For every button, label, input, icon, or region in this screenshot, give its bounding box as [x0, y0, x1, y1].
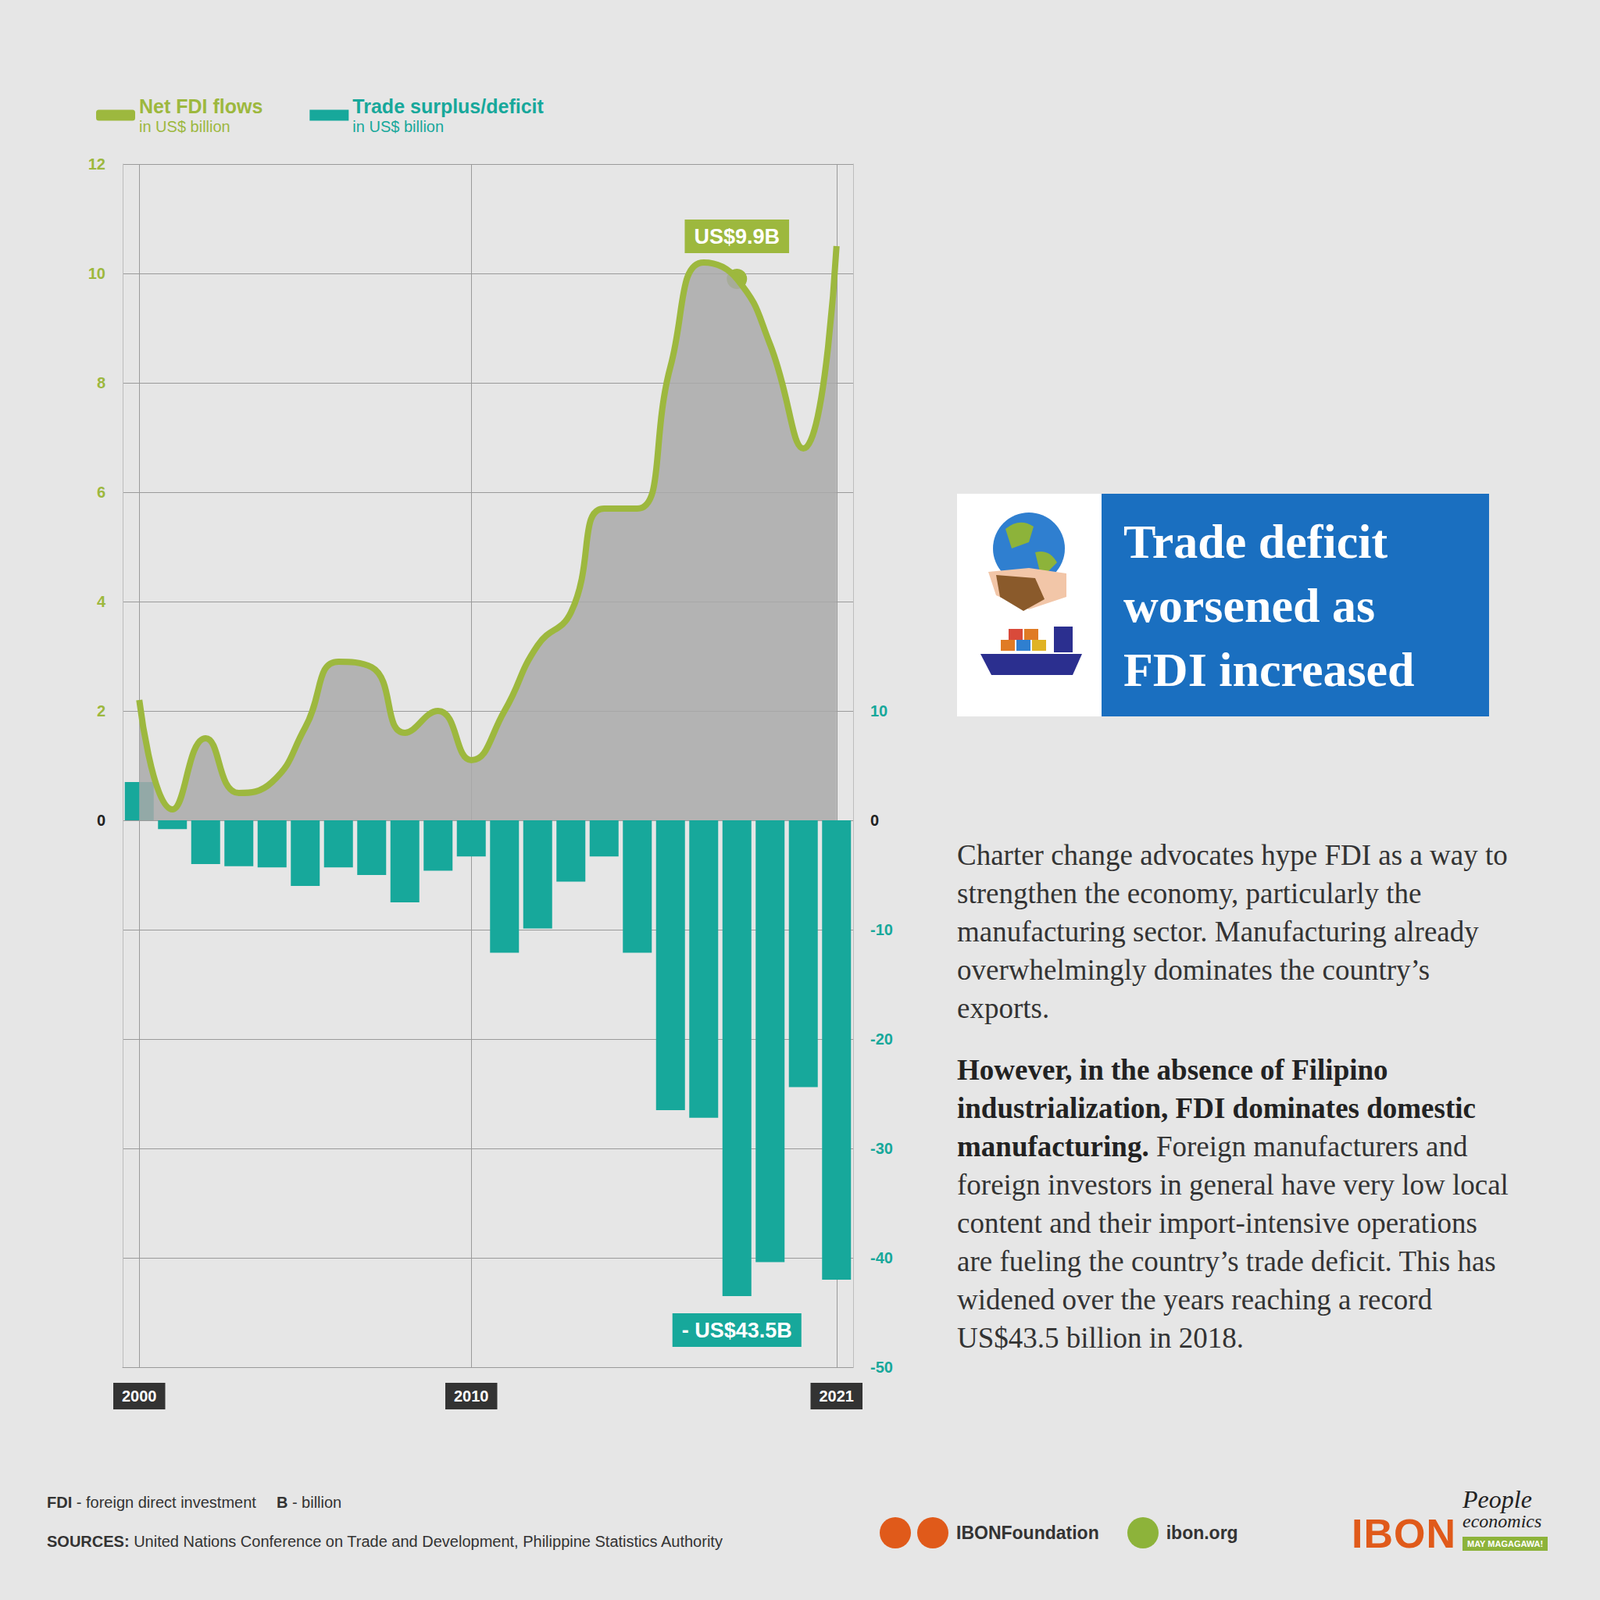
svg-text:8: 8	[96, 374, 106, 392]
svg-text:0: 0	[96, 811, 106, 829]
html-text:IBON: IBON	[1351, 1510, 1457, 1557]
html-text:SOURCES: United Nations Confer: SOURCES: United Nations Conference on Tr…	[46, 1532, 723, 1550]
svg-text:-20: -20	[870, 1030, 893, 1048]
svg-text:2021: 2021	[819, 1387, 855, 1405]
svg-text:2: 2	[96, 702, 106, 720]
svg-text:0: 0	[870, 811, 879, 829]
html-text:FDI - foreign direct investmen: FDI - foreign direct investment	[46, 1493, 257, 1511]
svg-text:- US$43.5B: - US$43.5B	[682, 1318, 793, 1343]
svg-text:Net FDI flows: Net FDI flows	[139, 95, 263, 118]
html-text:B - billion: B - billion	[276, 1493, 342, 1511]
svg-text:2010: 2010	[453, 1387, 490, 1405]
html-text:Charter change advocates hype: Charter change advocates hype FDI as a w…	[957, 839, 1508, 1025]
svg-text:-50: -50	[870, 1358, 893, 1376]
svg-text:Trade surplus/deficit: Trade surplus/deficit	[352, 95, 544, 118]
svg-text:6: 6	[96, 483, 106, 501]
svg-text:-30: -30	[870, 1139, 893, 1158]
svg-text:-10: -10	[870, 921, 893, 939]
svg-text:10: 10	[88, 264, 106, 283]
html-text:IBONFoundation: IBONFoundation	[956, 1522, 1099, 1543]
svg-text:10: 10	[870, 702, 888, 720]
html-text:ibon.org: ibon.org	[1166, 1522, 1239, 1543]
svg-text:in US$ billion: in US$ billion	[352, 117, 444, 136]
html-text:economics: economics	[1462, 1510, 1542, 1532]
html-text:However, in the absence of Fil: However, in the absence of Filipino indu…	[957, 1053, 1509, 1354]
svg-text:4: 4	[96, 592, 107, 611]
svg-text:2000: 2000	[121, 1387, 158, 1405]
svg-text:in US$ billion: in US$ billion	[139, 117, 231, 136]
svg-text:-40: -40	[870, 1249, 893, 1267]
html-text:MAY MAGAGAWA!: MAY MAGAGAWA!	[1467, 1539, 1544, 1549]
svg-text:12: 12	[88, 155, 106, 173]
html-text:Trade deficit worsened as FDI: Trade deficit worsened as FDI increased	[1123, 514, 1415, 697]
html-text:People: People	[1462, 1485, 1532, 1514]
svg-text:US$9.9B: US$9.9B	[693, 225, 780, 249]
